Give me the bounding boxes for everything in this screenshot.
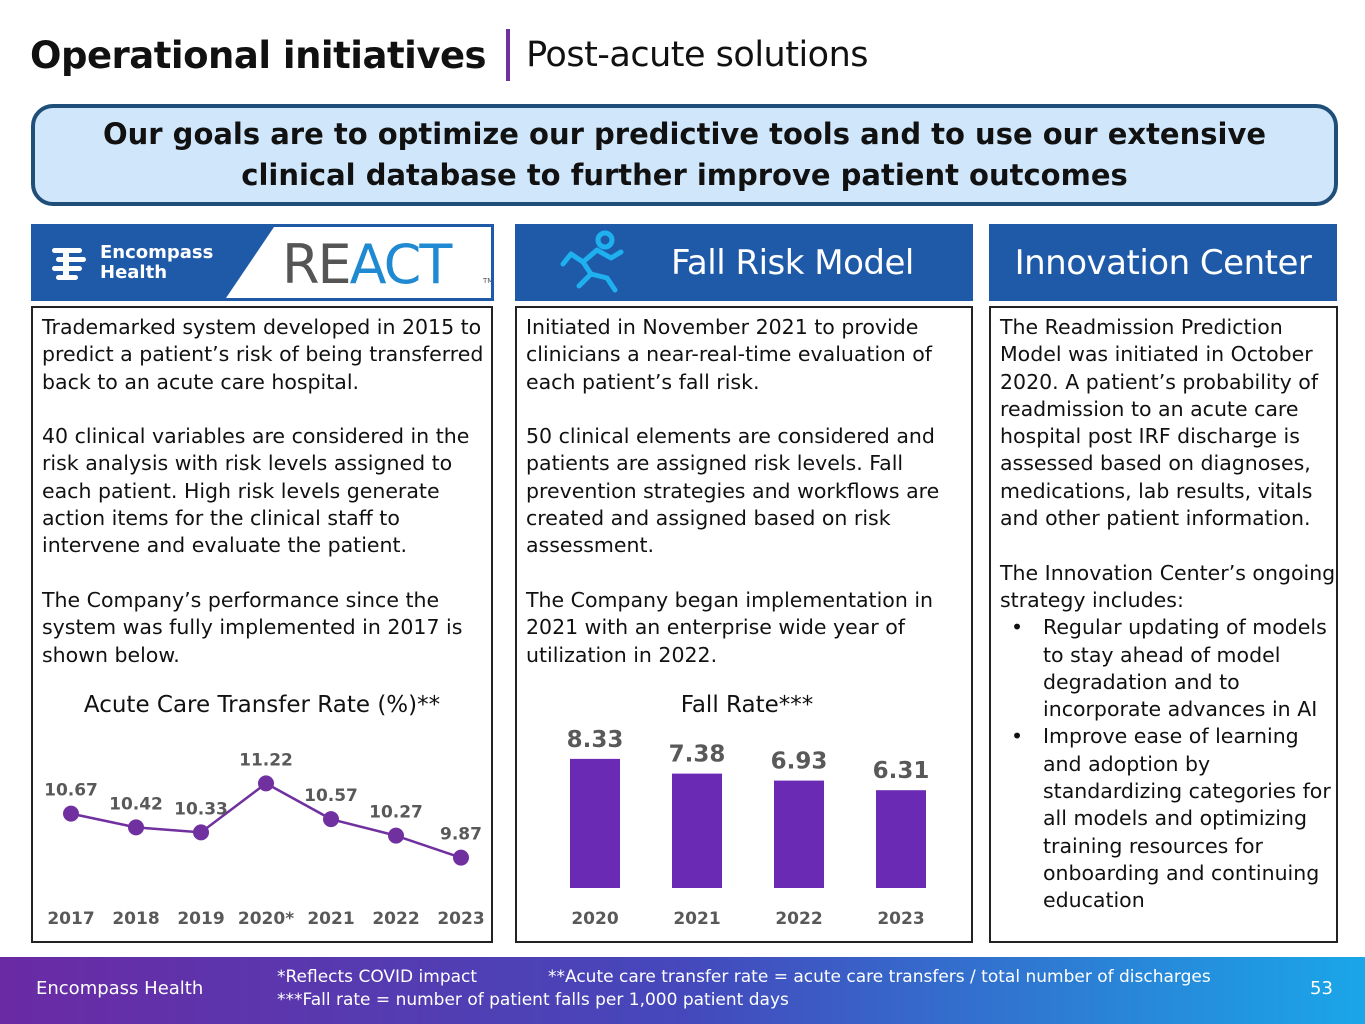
fall-tick-2020: 2020 — [571, 909, 618, 929]
falling-person-icon — [560, 230, 624, 292]
react-wordmark-act: ACT — [349, 233, 453, 296]
transfer-label-2019: 10.33 — [174, 799, 228, 819]
react-header: Encompass Health REACT TM — [31, 224, 494, 301]
transfer-point-2021 — [323, 811, 339, 828]
goal-text: Our goals are to optimize our predictive… — [102, 117, 1267, 192]
innovation-header: Innovation Center — [989, 224, 1337, 301]
transfer-label-2020*: 11.22 — [239, 750, 293, 770]
transfer-point-2022 — [388, 827, 404, 844]
react-wordmark: REACT — [282, 233, 453, 296]
fall-label-2021: 7.38 — [669, 742, 726, 768]
fall-risk-title: Fall Risk Model — [671, 242, 914, 283]
fall-paragraph-2: 50 clinical elements are considered and … — [526, 424, 940, 558]
transfer-chart-title: Acute Care Transfer Rate (%)** — [83, 692, 441, 718]
transfer-rate-line-chart: 10.67 2017 10.42 2018 10.33 2019 11.22 2020* 10.… — [44, 750, 485, 929]
strategy-item-1: • Regular updating of models to stay ahea… — [1000, 614, 1336, 723]
react-panel: Trademarked system developed in 2015 to … — [31, 306, 493, 943]
transfer-tick-2023: 2023 — [437, 909, 484, 929]
footer: Encompass Health *Reflects COVID impact … — [0, 957, 1365, 1024]
strategy-item-2-text: Improve ease of learning and adoption by… — [1043, 724, 1331, 913]
fall-tick-2021: 2021 — [673, 909, 720, 929]
transfer-point-2018 — [128, 819, 144, 836]
page-subtitle: Post-acute solutions — [526, 35, 869, 75]
strategy-list: • Regular updating of models to stay ahea… — [1000, 614, 1336, 914]
fall-bar-2022 — [774, 780, 824, 888]
fall-panel: Initiated in November 2021 to provide cl… — [515, 306, 973, 943]
transfer-tick-2021: 2021 — [307, 909, 354, 929]
fall-tick-2023: 2023 — [877, 909, 924, 929]
fall-label-2023: 6.31 — [873, 758, 930, 784]
transfer-label-2022: 10.27 — [369, 803, 423, 823]
react-text: Trademarked system developed in 2015 to … — [42, 314, 491, 669]
encompass-logo: Encompass Health — [34, 227, 274, 298]
innovation-text: The Readmission Prediction Model was ini… — [1000, 314, 1336, 915]
bullet-1: • — [1011, 615, 1024, 640]
transfer-tick-2019: 2019 — [177, 909, 224, 929]
transfer-point-2017 — [63, 805, 79, 822]
encompass-logo-icon — [52, 247, 86, 280]
fall-text: Initiated in November 2021 to provide cl… — [526, 314, 971, 669]
footnote-fall: ***Fall rate = number of patient falls p… — [277, 990, 789, 1010]
title-row: Operational initiatives Post-acute solut… — [30, 26, 869, 84]
bullet-2: • — [1011, 724, 1024, 749]
transfer-tick-2022: 2022 — [372, 909, 419, 929]
fall-tick-2022: 2022 — [775, 909, 822, 929]
fall-rate-bar-chart: 8.33 2020 7.38 2021 6.93 2022 6.31 2023 — [567, 727, 930, 929]
transfer-point-2023 — [453, 849, 469, 866]
fall-paragraph-1: Initiated in November 2021 to provide cl… — [526, 315, 933, 394]
footnote-covid: *Reflects COVID impact — [277, 967, 478, 987]
footnote-transfer: **Acute care transfer rate = acute care … — [548, 967, 1211, 987]
transfer-tick-2017: 2017 — [47, 909, 94, 929]
react-wordmark-re: RE — [282, 233, 352, 296]
page-number: 53 — [1310, 978, 1333, 999]
transfer-label-2021: 10.57 — [304, 786, 358, 806]
transfer-tick-2020*: 2020* — [238, 909, 294, 929]
react-paragraph-1: Trademarked system developed in 2015 to … — [42, 315, 484, 394]
footer-company: Encompass Health — [36, 978, 204, 999]
fall-label-2022: 6.93 — [771, 749, 828, 775]
innovation-panel: The Readmission Prediction Model was ini… — [989, 306, 1338, 943]
fall-bar-2023 — [876, 790, 926, 888]
logo-line-2: Health — [100, 261, 168, 283]
react-paragraph-3: The Company’s performance since the syst… — [42, 587, 463, 667]
strategy-item-1-text: Regular updating of models to stay ahead… — [1043, 615, 1327, 722]
react-trademark: TM — [483, 277, 494, 285]
goal-banner: Our goals are to optimize our predictive… — [31, 104, 1338, 206]
transfer-point-2019 — [193, 824, 209, 841]
fall-label-2020: 8.33 — [567, 727, 624, 753]
page-title: Operational initiatives — [30, 33, 487, 77]
innovation-paragraph-1: The Readmission Prediction Model was ini… — [1000, 315, 1319, 531]
fall-bar-2021 — [672, 773, 722, 888]
fall-paragraph-3: The Company began implementation in 2021… — [526, 587, 934, 667]
transfer-point-2020* — [258, 775, 274, 792]
fall-chart-title: Fall Rate*** — [680, 692, 814, 718]
strategy-item-2: • Improve ease of learning and adoption b… — [1000, 723, 1336, 914]
innovation-title: Innovation Center — [1014, 242, 1312, 283]
innovation-paragraph-2: The Innovation Center’s ongoing strategy… — [1000, 560, 1336, 612]
logo-line-1: Encompass — [100, 241, 214, 263]
transfer-tick-2018: 2018 — [112, 909, 159, 929]
transfer-label-2018: 10.42 — [109, 794, 163, 814]
fall-risk-header: Fall Risk Model — [515, 224, 973, 301]
transfer-label-2023: 9.87 — [440, 825, 482, 845]
transfer-label-2017: 10.67 — [44, 781, 98, 801]
react-paragraph-2: 40 clinical variables are considered in … — [42, 424, 470, 558]
title-separator — [506, 29, 511, 81]
fall-bar-2020 — [570, 758, 620, 888]
